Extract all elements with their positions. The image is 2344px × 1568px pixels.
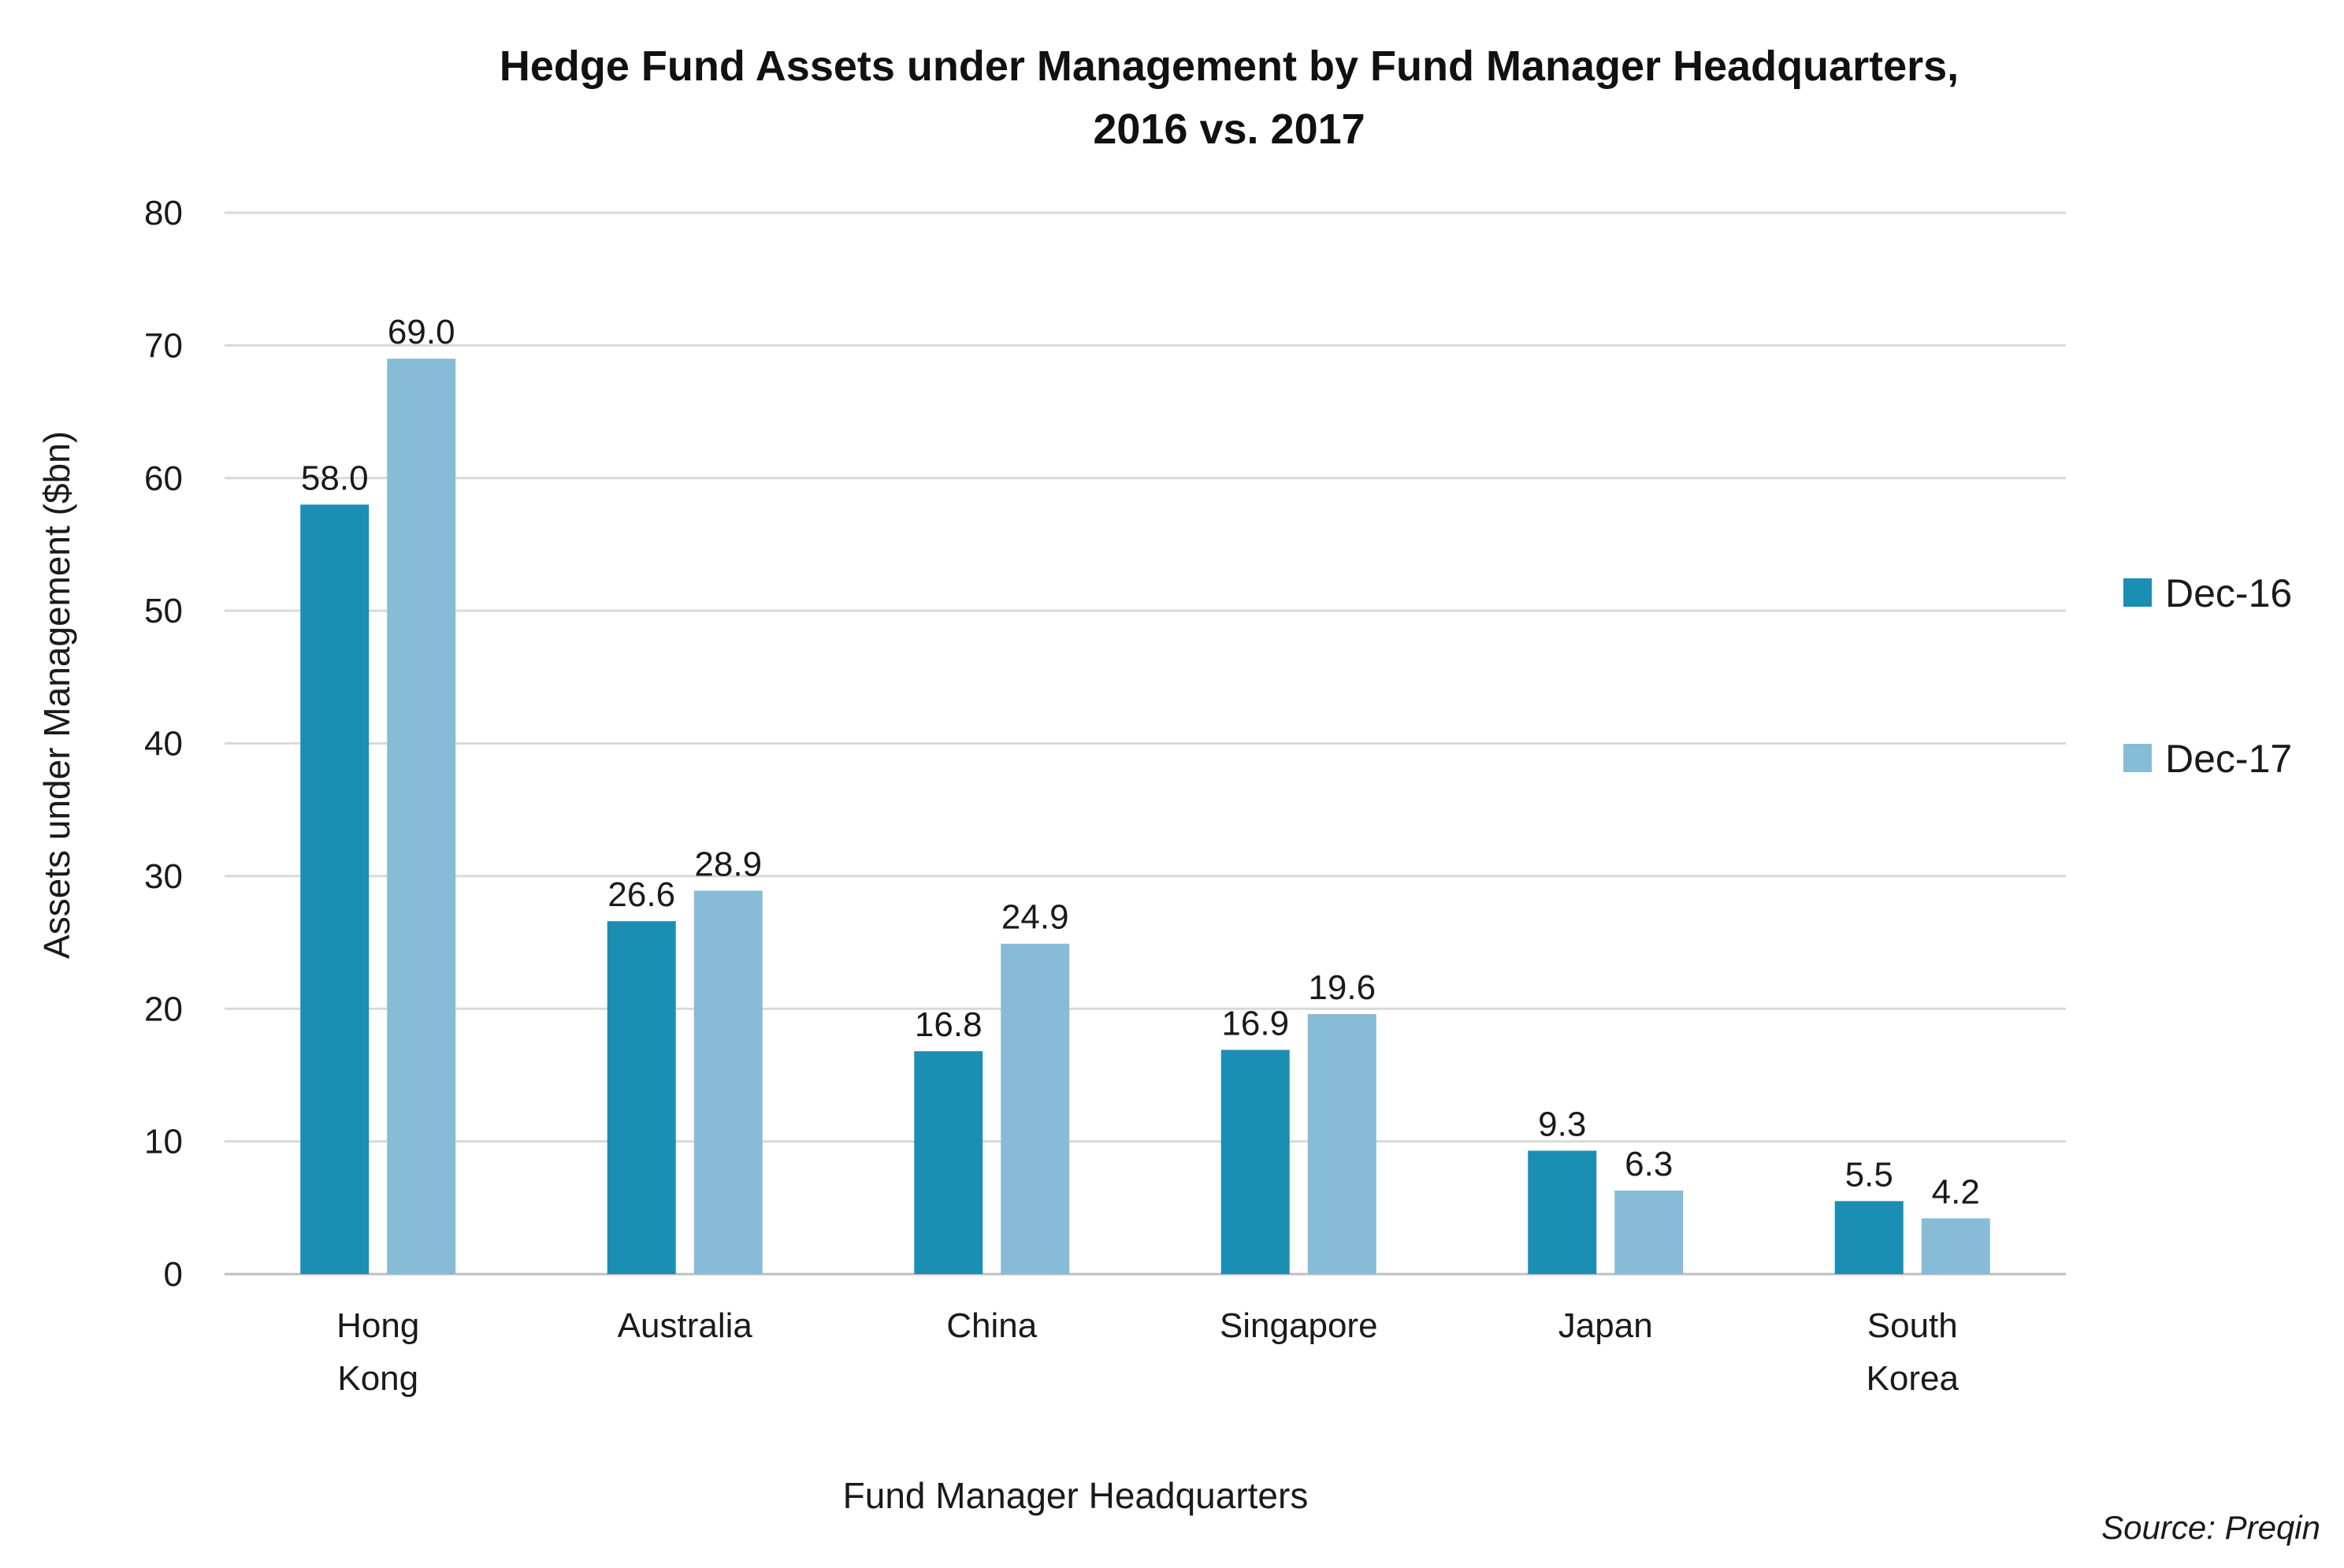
x-category-label: Japan (1558, 1306, 1653, 1345)
x-axis-title: Fund Manager Headquarters (843, 1475, 1309, 1516)
legend-label: Dec-17 (2165, 737, 2292, 781)
bar-value-label: 69.0 (388, 313, 455, 351)
x-category-label: Kong (337, 1359, 418, 1398)
bar-value-label: 19.6 (1308, 968, 1376, 1007)
legend-swatch (2123, 578, 2152, 607)
bar-dec-16 (914, 1051, 983, 1274)
y-tick-label: 70 (144, 326, 183, 365)
bar-dec-16 (1528, 1150, 1597, 1274)
y-tick-label: 50 (144, 592, 183, 630)
y-tick-label: 60 (144, 459, 183, 498)
x-category-label: Australia (618, 1306, 753, 1345)
bar-dec-16 (1834, 1201, 1904, 1274)
x-category-label: Korea (1867, 1359, 1960, 1398)
bar-value-label: 6.3 (1625, 1145, 1673, 1183)
data-labels: 58.0 69.0 26.6 28.9 16.8 24.9 16.9 19.6 9.3 6.3 5.… (301, 313, 1980, 1211)
y-tick-label: 30 (144, 857, 183, 896)
bar-value-label: 26.6 (607, 875, 675, 914)
y-tick-label: 10 (144, 1123, 183, 1161)
bar-dec-16 (1220, 1050, 1290, 1274)
bar-dec-17 (1614, 1190, 1684, 1274)
x-category-label: Hong (336, 1306, 419, 1345)
chart-title-line: 2016 vs. 2017 (1093, 106, 1365, 153)
y-tick-label: 20 (144, 990, 183, 1028)
bar-value-label: 16.8 (915, 1005, 983, 1044)
y-axis-ticks: 0 10 20 30 40 50 60 70 80 (144, 194, 183, 1294)
legend-label: Dec-16 (2165, 571, 2292, 615)
bar-dec-17 (1307, 1013, 1376, 1274)
bar-value-label: 24.9 (1001, 898, 1069, 937)
legend: Dec-16 Dec-17 (2123, 571, 2292, 781)
bars (300, 359, 1990, 1274)
y-axis-title: Assets under Management ($bn) (36, 431, 77, 959)
bar-value-label: 28.9 (694, 845, 762, 883)
bar-value-label: 16.9 (1221, 1004, 1289, 1042)
y-tick-label: 0 (164, 1255, 183, 1294)
x-axis-categories: Hong Kong Australia China Singapore Japan Sout… (336, 1306, 1959, 1398)
bar-value-label: 4.2 (1932, 1172, 1980, 1211)
bar-value-label: 5.5 (1845, 1155, 1893, 1194)
bar-dec-17 (1921, 1218, 1990, 1274)
y-tick-label: 80 (144, 194, 183, 232)
bar-dec-16 (607, 921, 676, 1274)
x-category-label: Singapore (1220, 1306, 1378, 1345)
y-tick-label: 40 (144, 725, 183, 764)
bar-dec-17 (1001, 943, 1070, 1274)
bar-value-label: 58.0 (301, 459, 369, 497)
x-category-label: South (1867, 1306, 1958, 1345)
bar-dec-16 (300, 504, 370, 1274)
gridlines (225, 211, 2066, 1276)
chart-title: Hedge Fund Assets under Management by Fu… (500, 43, 1959, 153)
bar-value-label: 9.3 (1538, 1105, 1586, 1143)
bar-dec-17 (387, 359, 456, 1274)
chart-title-line: Hedge Fund Assets under Management by Fu… (500, 43, 1959, 90)
source-note: Source: Preqin (2101, 1509, 2320, 1546)
bar-dec-17 (693, 890, 763, 1274)
x-category-label: China (946, 1306, 1037, 1345)
legend-swatch (2123, 744, 2152, 772)
